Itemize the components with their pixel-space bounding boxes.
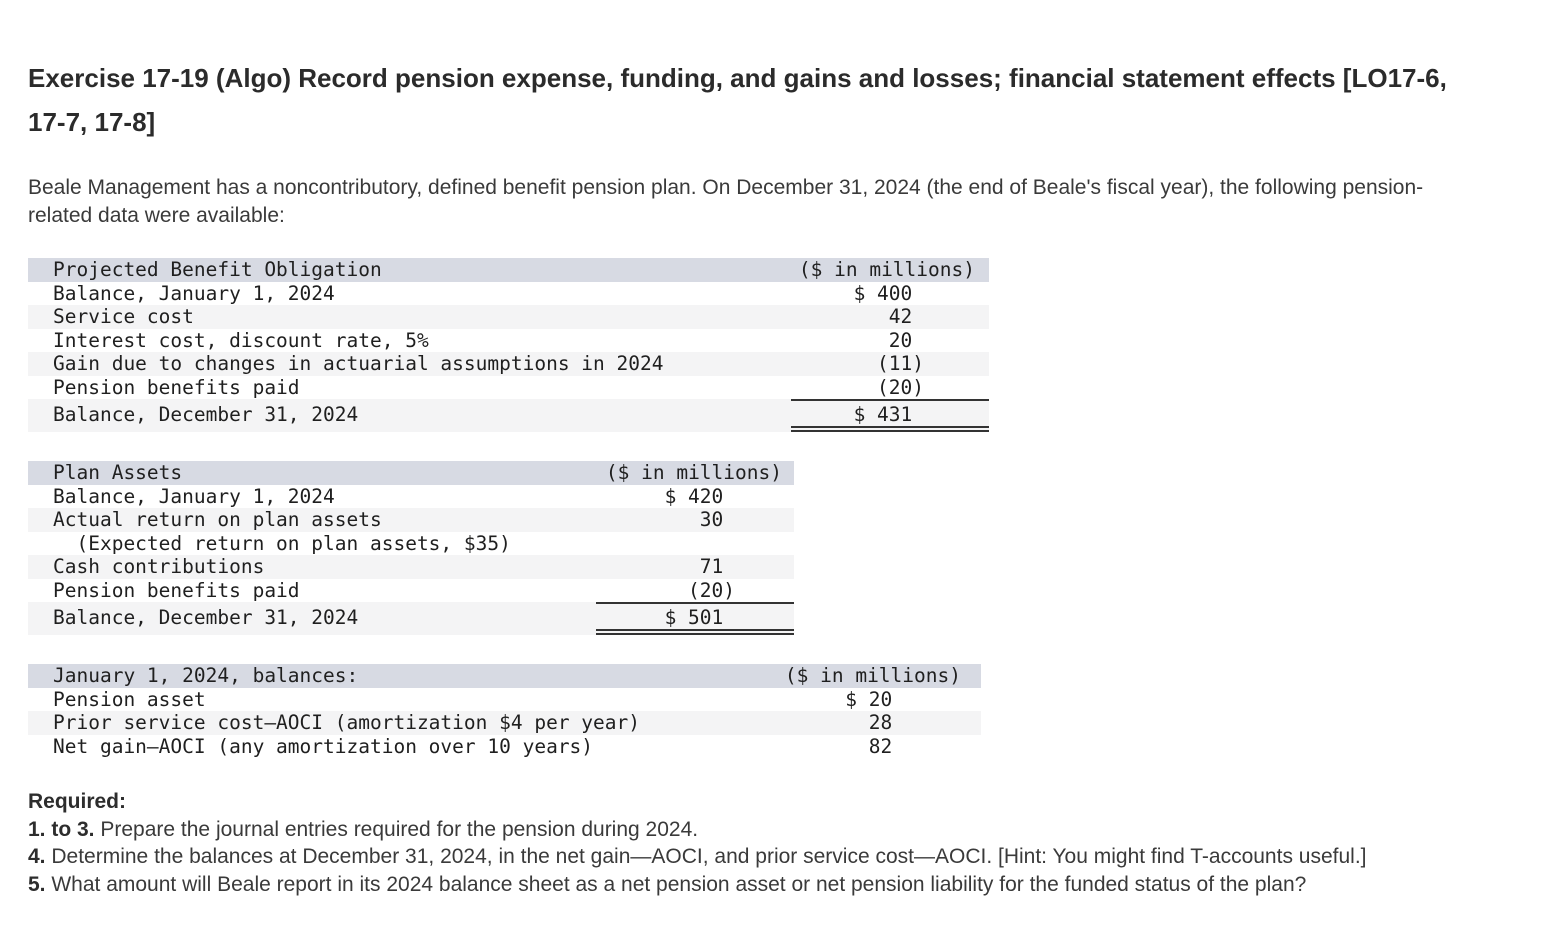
row-value: $ 420	[664, 484, 724, 508]
total-label: Balance, December 31, 2024	[53, 403, 359, 426]
table-row: Interest cost, discount rate, 5% 20	[28, 329, 989, 353]
table-row: Actual return on plan assets 30	[28, 508, 794, 532]
table-row: Prior service cost—AOCI (amortization $4…	[28, 711, 981, 735]
row-label: Pension benefits paid	[53, 578, 300, 602]
row-label: Pension benefits paid	[53, 375, 300, 399]
table-row: Pension asset $ 20	[28, 688, 981, 712]
pbo-table-title: Projected Benefit Obligation	[53, 258, 382, 281]
requirement-number: 5.	[28, 872, 46, 896]
row-value: $ 400	[853, 281, 913, 305]
table-row: (Expected return on plan assets, $35)	[28, 532, 794, 556]
jan1-balances-header-row: January 1, 2024, balances: ($ in million…	[28, 664, 981, 688]
row-value: 71	[699, 555, 724, 578]
row-label: Pension asset	[53, 687, 206, 711]
pbo-table: Projected Benefit Obligation ($ in milli…	[28, 258, 989, 432]
requirement-item: 5. What amount will Beale report in its …	[28, 871, 1426, 899]
row-label: Cash contributions	[53, 555, 265, 578]
jan1-balances-unit-label: ($ in millions)	[784, 664, 961, 687]
plan-assets-header-row: Plan Assets ($ in millions)	[28, 461, 794, 485]
row-value: 82	[868, 734, 893, 758]
row-value: 20	[888, 328, 913, 352]
total-value: $ 501	[596, 602, 794, 635]
row-label: Actual return on plan assets	[53, 508, 382, 531]
row-value: $ 20	[845, 687, 893, 711]
required-section: Required: 1. to 3. Prepare the journal e…	[28, 788, 1426, 898]
pbo-unit-label: ($ in millions)	[798, 258, 975, 281]
total-label: Balance, December 31, 2024	[53, 606, 359, 629]
table-row: Service cost 42	[28, 305, 989, 329]
plan-assets-table: Plan Assets ($ in millions) Balance, Jan…	[28, 461, 794, 635]
plan-assets-unit-label: ($ in millions)	[605, 461, 782, 484]
requirement-item: 4. Determine the balances at December 31…	[28, 843, 1426, 871]
table-row: Pension benefits paid (20)	[28, 579, 794, 603]
required-heading: Required:	[28, 790, 127, 813]
row-label: Service cost	[53, 305, 194, 328]
row-value: (11)	[877, 352, 924, 375]
table-row: Balance, January 1, 2024 $ 420	[28, 485, 794, 509]
requirement-number: 4.	[28, 845, 46, 868]
row-value: (20)	[688, 578, 735, 602]
table-row: Net gain—AOCI (any amortization over 10 …	[28, 735, 981, 759]
row-value: 30	[699, 508, 724, 531]
table-row: Pension benefits paid (20)	[28, 376, 989, 400]
row-label: Gain due to changes in actuarial assumpt…	[53, 352, 664, 375]
requirement-text: Determine the balances at December 31, 2…	[51, 845, 1367, 868]
row-value	[596, 532, 794, 556]
table-row: Balance, January 1, 2024 $ 400	[28, 282, 989, 306]
row-label: Interest cost, discount rate, 5%	[53, 328, 429, 352]
row-label: Balance, January 1, 2024	[53, 484, 335, 508]
table-row: Gain due to changes in actuarial assumpt…	[28, 352, 989, 376]
plan-assets-table-title: Plan Assets	[53, 461, 183, 484]
row-label: Net gain—AOCI (any amortization over 10 …	[53, 734, 594, 758]
jan1-balances-table: January 1, 2024, balances: ($ in million…	[28, 664, 981, 758]
row-label: Prior service cost—AOCI (amortization $4…	[53, 711, 640, 734]
row-label: (Expected return on plan assets, $35)	[53, 531, 511, 555]
jan1-balances-table-title: January 1, 2024, balances:	[53, 664, 359, 687]
exercise-page: Exercise 17-19 (Algo) Record pension exp…	[28, 63, 1447, 898]
table-total-row: Balance, December 31, 2024 $ 431	[28, 399, 989, 432]
requirement-number: 1. to 3.	[28, 817, 95, 841]
page-title: Exercise 17-19 (Algo) Record pension exp…	[28, 63, 1447, 137]
row-value: (20)	[877, 375, 924, 399]
row-label: Balance, January 1, 2024	[53, 281, 335, 305]
row-value: 42	[888, 305, 913, 328]
requirement-item: 1. to 3. Prepare the journal entries req…	[28, 816, 1426, 844]
table-row: Cash contributions 71	[28, 555, 794, 579]
table-total-row: Balance, December 31, 2024 $ 501	[28, 602, 794, 635]
total-value: $ 431	[791, 399, 989, 432]
intro-paragraph: Beale Management has a noncontributory, …	[28, 176, 1424, 227]
requirement-text: Prepare the journal entries required for…	[100, 817, 699, 841]
row-value: 28	[868, 711, 893, 734]
requirement-text: What amount will Beale report in its 202…	[51, 872, 1307, 896]
pbo-header-row: Projected Benefit Obligation ($ in milli…	[28, 258, 989, 282]
